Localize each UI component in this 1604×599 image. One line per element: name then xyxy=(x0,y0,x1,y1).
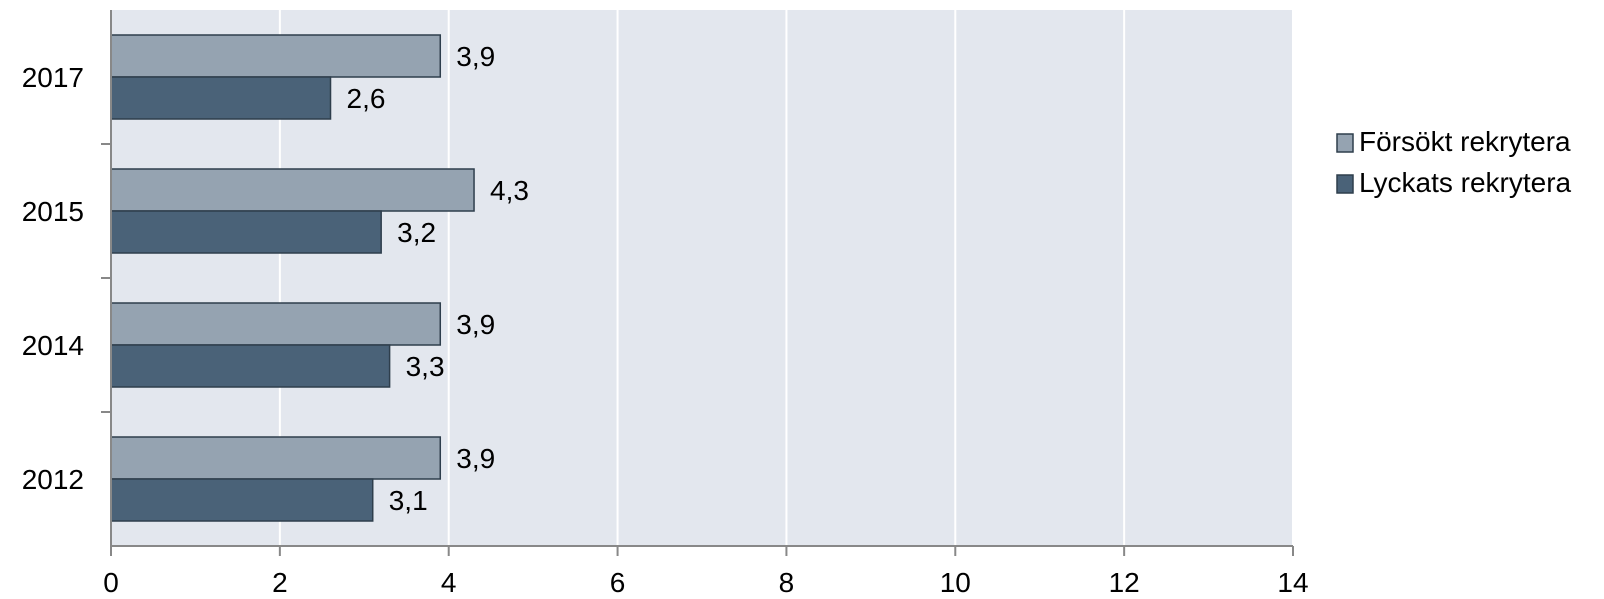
data-label: 3,1 xyxy=(389,485,428,516)
y-tick-label: 2015 xyxy=(22,196,84,227)
data-label: 4,3 xyxy=(490,175,529,206)
x-tick-label: 4 xyxy=(441,567,457,598)
legend-swatch xyxy=(1336,133,1354,153)
bars xyxy=(110,34,475,522)
bar xyxy=(110,302,442,346)
x-tick-label: 12 xyxy=(1109,567,1140,598)
x-tick-label: 10 xyxy=(940,567,971,598)
x-tick-label: 14 xyxy=(1277,567,1308,598)
y-tick-label: 2017 xyxy=(22,62,84,93)
y-tick-label: 2014 xyxy=(22,330,84,361)
x-tick-labels: 0 2 4 6 8 10 12 14 xyxy=(103,567,1308,598)
x-tick-label: 6 xyxy=(610,567,626,598)
bar xyxy=(110,168,475,212)
data-label: 3,9 xyxy=(456,41,495,72)
data-label: 2,6 xyxy=(347,83,386,114)
data-label: 3,3 xyxy=(406,351,445,382)
bar xyxy=(110,436,442,480)
bar xyxy=(110,478,374,522)
axes xyxy=(101,10,1294,556)
legend: Försökt rekrytera Lyckats rekrytera xyxy=(1336,126,1572,198)
x-tick-label: 0 xyxy=(103,567,119,598)
data-label: 3,9 xyxy=(456,443,495,474)
x-tick-label: 8 xyxy=(779,567,795,598)
y-tick-label: 2012 xyxy=(22,464,84,495)
data-label: 3,9 xyxy=(456,309,495,340)
data-labels: 3,9 2,6 4,3 3,2 3,9 3,3 3,9 3,1 xyxy=(347,41,529,516)
y-tick-labels: 2017 2015 2014 2012 xyxy=(22,62,84,495)
bar xyxy=(110,34,442,78)
x-tick-label: 2 xyxy=(272,567,288,598)
data-label: 3,2 xyxy=(397,217,436,248)
legend-swatch xyxy=(1336,174,1354,194)
legend-label: Försökt rekrytera xyxy=(1359,126,1571,157)
bar xyxy=(110,344,391,388)
legend-label: Lyckats rekrytera xyxy=(1359,167,1572,198)
bar xyxy=(110,210,382,254)
bar xyxy=(110,76,332,120)
